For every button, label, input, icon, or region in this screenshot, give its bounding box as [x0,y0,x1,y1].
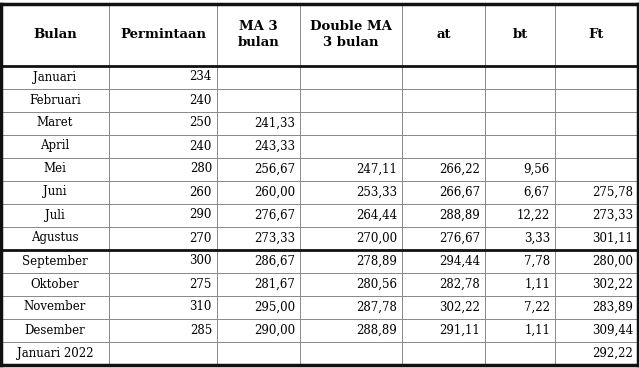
Bar [1,180,638,204]
Text: 253,33: 253,33 [356,185,397,198]
Text: Desember: Desember [25,323,86,336]
Bar [1,88,638,112]
Text: 294,44: 294,44 [439,255,480,268]
Text: 278,89: 278,89 [356,255,397,268]
Bar [1,318,638,342]
Text: Ft: Ft [589,28,604,41]
Text: 280: 280 [190,163,212,176]
Text: 9,56: 9,56 [524,163,550,176]
Text: MA 3
bulan: MA 3 bulan [238,21,279,49]
Text: Maret: Maret [37,117,73,130]
Text: 287,78: 287,78 [356,301,397,314]
Text: 273,33: 273,33 [254,231,295,244]
Text: Agustus: Agustus [31,231,79,244]
Text: 291,11: 291,11 [439,323,480,336]
Text: 247,11: 247,11 [356,163,397,176]
Text: 309,44: 309,44 [592,323,633,336]
Text: 260: 260 [190,185,212,198]
Bar [1,342,638,364]
Text: Februari: Februari [29,93,81,106]
Bar [1,66,638,88]
Text: 240: 240 [190,93,212,106]
Text: Permintaan: Permintaan [120,28,206,41]
Text: bt: bt [512,28,528,41]
Bar [1,296,638,318]
Text: 250: 250 [190,117,212,130]
Text: 266,22: 266,22 [439,163,480,176]
Text: 7,78: 7,78 [524,255,550,268]
Text: 275,78: 275,78 [592,185,633,198]
Text: 240: 240 [190,139,212,152]
Text: 3,33: 3,33 [524,231,550,244]
Text: 286,67: 286,67 [254,255,295,268]
Bar [1,250,638,272]
Text: 234: 234 [190,71,212,84]
Bar [1,272,638,296]
Text: Januari: Januari [33,71,77,84]
Text: 301,11: 301,11 [592,231,633,244]
Text: 1,11: 1,11 [524,277,550,290]
Text: 266,67: 266,67 [439,185,480,198]
Text: 280,56: 280,56 [356,277,397,290]
Text: 290: 290 [190,209,212,222]
Text: 256,67: 256,67 [254,163,295,176]
Text: 302,22: 302,22 [592,277,633,290]
Text: 243,33: 243,33 [254,139,295,152]
Text: Double MA
3 bulan: Double MA 3 bulan [310,21,392,49]
Text: Oktober: Oktober [31,277,79,290]
Text: 288,89: 288,89 [357,323,397,336]
Text: 264,44: 264,44 [356,209,397,222]
Text: Bulan: Bulan [33,28,77,41]
Text: 282,78: 282,78 [439,277,480,290]
Bar [1,134,638,158]
Text: 310: 310 [190,301,212,314]
Text: 1,11: 1,11 [524,323,550,336]
Text: 302,22: 302,22 [439,301,480,314]
Text: 270: 270 [190,231,212,244]
Text: 276,67: 276,67 [254,209,295,222]
Bar [1,4,638,66]
Bar [1,112,638,134]
Bar [1,226,638,250]
Text: Juni: Juni [43,185,66,198]
Text: 283,89: 283,89 [592,301,633,314]
Text: 290,00: 290,00 [254,323,295,336]
Bar [1,204,638,226]
Text: 260,00: 260,00 [254,185,295,198]
Text: 292,22: 292,22 [592,347,633,360]
Text: 275: 275 [190,277,212,290]
Text: Juli: Juli [45,209,65,222]
Text: 288,89: 288,89 [439,209,480,222]
Text: April: April [40,139,70,152]
Text: 12,22: 12,22 [517,209,550,222]
Bar [1,158,638,180]
Text: 285: 285 [190,323,212,336]
Text: 270,00: 270,00 [356,231,397,244]
Text: 281,67: 281,67 [254,277,295,290]
Text: 276,67: 276,67 [439,231,480,244]
Text: 273,33: 273,33 [592,209,633,222]
Text: September: September [22,255,88,268]
Text: at: at [436,28,450,41]
Text: Mei: Mei [43,163,66,176]
Text: November: November [24,301,86,314]
Text: 241,33: 241,33 [254,117,295,130]
Text: 280,00: 280,00 [592,255,633,268]
Text: Januari 2022: Januari 2022 [17,347,93,360]
Text: 7,22: 7,22 [524,301,550,314]
Text: 6,67: 6,67 [524,185,550,198]
Text: 295,00: 295,00 [254,301,295,314]
Text: 300: 300 [190,255,212,268]
